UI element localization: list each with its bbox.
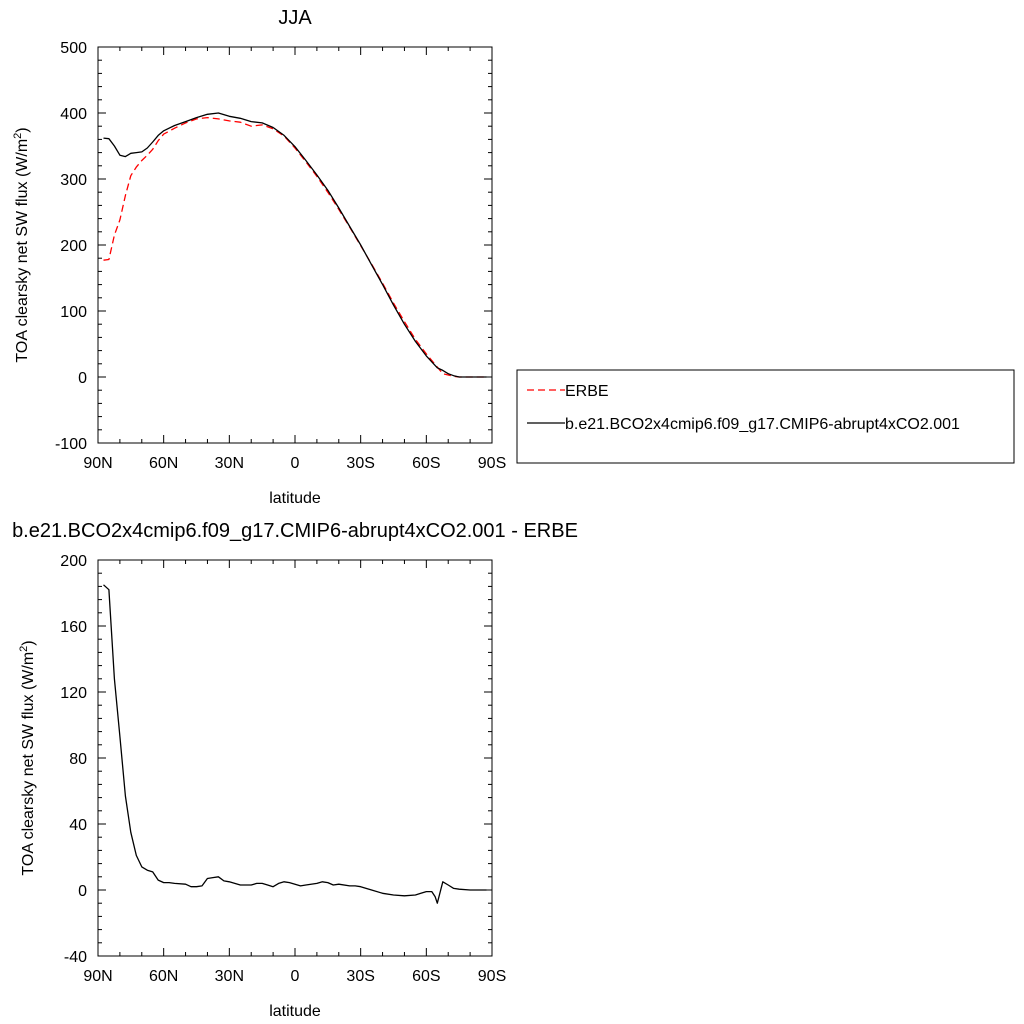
y-tick-label: 200 xyxy=(60,553,87,570)
chart-title: b.e21.BCO2x4cmip6.f09_g17.CMIP6-abrupt4x… xyxy=(12,520,578,542)
x-axis-label: latitude xyxy=(269,1003,321,1020)
x-tick-label: 0 xyxy=(291,968,300,985)
y-tick-label: 120 xyxy=(60,685,87,702)
x-tick-label: 30N xyxy=(215,455,244,472)
legend-entry: ERBE xyxy=(565,383,609,400)
y-axis-label-close: ) xyxy=(20,640,37,645)
x-tick-label: 60N xyxy=(149,455,178,472)
y-axis-label-close: ) xyxy=(14,127,31,132)
series-line-1 xyxy=(103,584,487,904)
y-tick-label: 0 xyxy=(78,883,87,900)
x-axis-label: latitude xyxy=(269,490,321,507)
y-tick-label: 400 xyxy=(60,106,87,123)
y-axis-label: TOA clearsky net SW flux (W/m2) xyxy=(18,640,37,875)
x-tick-label: 90S xyxy=(478,455,506,472)
x-tick-label: 30N xyxy=(215,968,244,985)
legend-box xyxy=(516,369,1015,464)
y-tick-label: 500 xyxy=(60,40,87,57)
chart-2: b.e21.BCO2x4cmip6.f09_g17.CMIP6-abrupt4x… xyxy=(12,520,578,1020)
y-axis-label-sup: 2 xyxy=(12,133,24,139)
chart-1: JJA 90N 60N 30N 0 30S 60S 90S -100 0 100 200 300 400 5… xyxy=(12,7,1015,507)
y-tick-label: 200 xyxy=(60,238,87,255)
chart-title: JJA xyxy=(278,7,312,29)
y-tick-label: 40 xyxy=(69,817,87,834)
x-tick-label: 0 xyxy=(291,455,300,472)
x-tick-label: 30S xyxy=(346,455,374,472)
x-tick-label: 30S xyxy=(346,968,374,985)
y-tick-label: 100 xyxy=(60,304,87,321)
x-tick-label: 90N xyxy=(83,968,112,985)
x-tick-label: 90N xyxy=(83,455,112,472)
legend-entry: b.e21.BCO2x4cmip6.f09_g17.CMIP6-abrupt4x… xyxy=(565,416,960,433)
y-axis-label: TOA clearsky net SW flux (W/m2) xyxy=(12,127,31,362)
series-line-1 xyxy=(103,116,487,378)
y-tick-label: 300 xyxy=(60,172,87,189)
y-tick-label: -40 xyxy=(64,949,87,966)
legend: ERBE b.e21.BCO2x4cmip6.f09_g17.CMIP6-abru… xyxy=(516,369,1015,464)
x-tick-label: 60S xyxy=(412,968,440,985)
y-tick-label: 160 xyxy=(60,619,87,636)
x-tick-label: 60N xyxy=(149,968,178,985)
series-line-2 xyxy=(103,112,487,378)
y-tick-label: 80 xyxy=(69,751,87,768)
y-tick-label: -100 xyxy=(55,436,87,453)
plot-frame xyxy=(97,559,493,957)
plot-frame xyxy=(97,46,493,444)
y-axis-label-main: TOA clearsky net SW flux (W/m xyxy=(20,652,37,876)
x-tick-label: 90S xyxy=(478,968,506,985)
y-axis-label-main: TOA clearsky net SW flux (W/m xyxy=(14,139,31,363)
y-tick-label: 0 xyxy=(78,370,87,387)
y-axis-label-sup: 2 xyxy=(18,646,30,652)
x-tick-label: 60S xyxy=(412,455,440,472)
